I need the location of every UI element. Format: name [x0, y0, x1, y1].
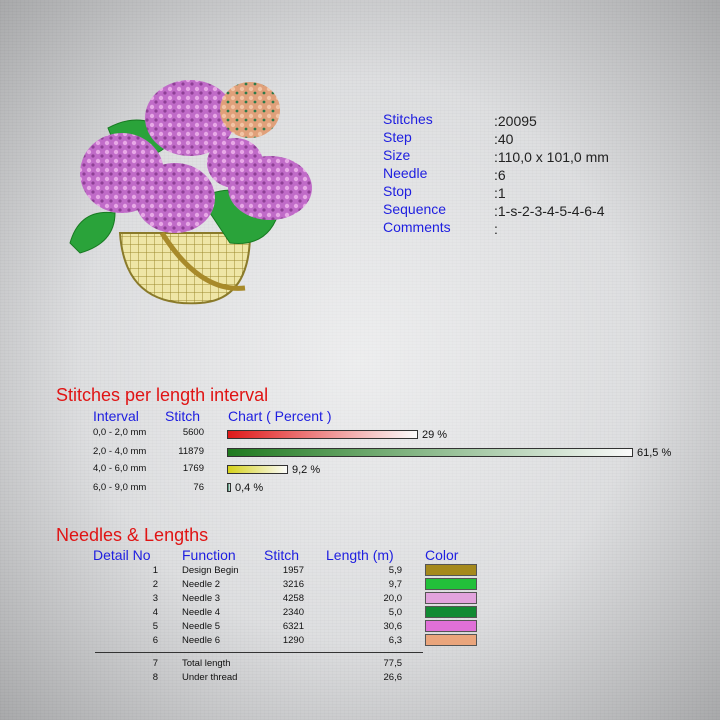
needle-row-stitch: 1957 — [282, 565, 304, 576]
info-labels: Stitches Step Size Needle Stop Sequence … — [383, 110, 451, 236]
needle-color-swatch — [425, 578, 477, 590]
interval-percent: 0,4 % — [235, 482, 264, 494]
interval-label: 2,0 - 4,0 mm — [93, 446, 147, 457]
needle-row-function: Needle 6 — [182, 635, 221, 646]
needle-row-stitch: 3216 — [282, 579, 304, 590]
interval-percent: 61,5 % — [637, 447, 672, 459]
under-thread-row-no: 8 — [152, 672, 158, 683]
info-label-comments: Comments — [383, 219, 451, 235]
needles-title: Needles & Lengths — [56, 525, 209, 545]
needle-color-swatch — [425, 592, 477, 604]
intervals-header-interval: Interval — [93, 408, 139, 424]
needle-row-stitch: 2340 — [282, 607, 304, 618]
total-row-no: 7 — [152, 658, 158, 669]
interval-stitch: 1769 — [182, 463, 204, 474]
needle-color-swatch — [425, 564, 477, 576]
needle-row-stitch: 6321 — [282, 621, 304, 632]
total-row-length: 77,5 — [383, 658, 403, 669]
needle-row-function: Needle 2 — [182, 579, 221, 590]
info-label-stop: Stop — [383, 183, 412, 199]
needle-row-length: 9,7 — [388, 579, 402, 590]
embroidery-design-preview — [69, 80, 312, 305]
needles-header-function: Function — [182, 547, 236, 563]
info-label-size: Size — [383, 147, 411, 163]
interval-stitch: 11879 — [178, 446, 204, 457]
needle-row-function: Needle 3 — [182, 593, 221, 604]
interval-bar — [227, 448, 633, 457]
info-label-needle: Needle — [383, 165, 428, 181]
interval-percent: 29 % — [422, 429, 448, 441]
needle-color-swatch — [425, 634, 477, 646]
needle-row-length: 5,9 — [388, 565, 402, 576]
needle-row-stitch: 1290 — [282, 635, 304, 646]
interval-label: 4,0 - 6,0 mm — [93, 463, 147, 474]
needle-color-swatch — [425, 606, 477, 618]
needles-header-stitch: Stitch — [264, 547, 300, 563]
needle-row-length: 20,0 — [383, 593, 403, 604]
intervals-header-chart: Chart ( Percent ) — [228, 408, 332, 424]
needle-row-no: 3 — [152, 593, 158, 604]
needle-row-function: Design Begin — [182, 565, 239, 576]
info-value-sequence: :1-s-2-3-4-5-4-6-4 — [494, 203, 605, 219]
needle-row-no: 1 — [152, 565, 158, 576]
needle-row-no: 5 — [152, 621, 158, 632]
intervals-title: Stitches per length interval — [56, 385, 269, 405]
under-thread-row-length: 26,6 — [383, 672, 403, 683]
needle-row-stitch: 4258 — [282, 593, 304, 604]
interval-label: 6,0 - 9,0 mm — [93, 482, 147, 493]
needle-row-length: 30,6 — [383, 621, 403, 632]
needle-row-function: Needle 4 — [182, 607, 221, 618]
under-thread-row-function: Under thread — [182, 672, 238, 683]
needles-header-length: Length (m) — [326, 547, 394, 563]
interval-stitch: 76 — [193, 482, 204, 493]
needles-header-detail: Detail No — [93, 547, 151, 563]
needle-row-length: 5,0 — [388, 607, 402, 618]
info-label-stitches: Stitches — [383, 111, 433, 127]
needle-row-no: 4 — [152, 607, 158, 618]
info-label-step: Step — [383, 129, 412, 145]
info-value-needle: :6 — [494, 167, 506, 183]
info-label-sequence: Sequence — [383, 201, 447, 217]
info-value-comments: : — [494, 221, 498, 237]
interval-bar — [227, 430, 418, 439]
interval-percent: 9,2 % — [292, 464, 321, 476]
needle-row-no: 6 — [152, 635, 158, 646]
info-value-stop: :1 — [494, 185, 506, 201]
info-value-stitches: :20095 — [494, 113, 537, 129]
intervals-header-stitch: Stitch — [165, 408, 201, 424]
table-divider — [95, 652, 423, 653]
needle-row-function: Needle 5 — [182, 621, 221, 632]
interval-bar — [227, 483, 231, 492]
needle-color-swatch — [425, 620, 477, 632]
info-value-size: :110,0 x 101,0 mm — [494, 149, 609, 165]
info-value-step: :40 — [494, 131, 514, 147]
interval-bar — [227, 465, 288, 474]
interval-stitch: 5600 — [182, 427, 204, 438]
info-values: :20095 :40 :110,0 x 101,0 mm :6 :1 :1-s-… — [494, 112, 609, 238]
total-row-function: Total length — [182, 658, 231, 669]
interval-label: 0,0 - 2,0 mm — [93, 427, 147, 438]
needles-header-color: Color — [425, 547, 459, 563]
needle-row-length: 6,3 — [388, 635, 402, 646]
needle-row-no: 2 — [152, 579, 158, 590]
